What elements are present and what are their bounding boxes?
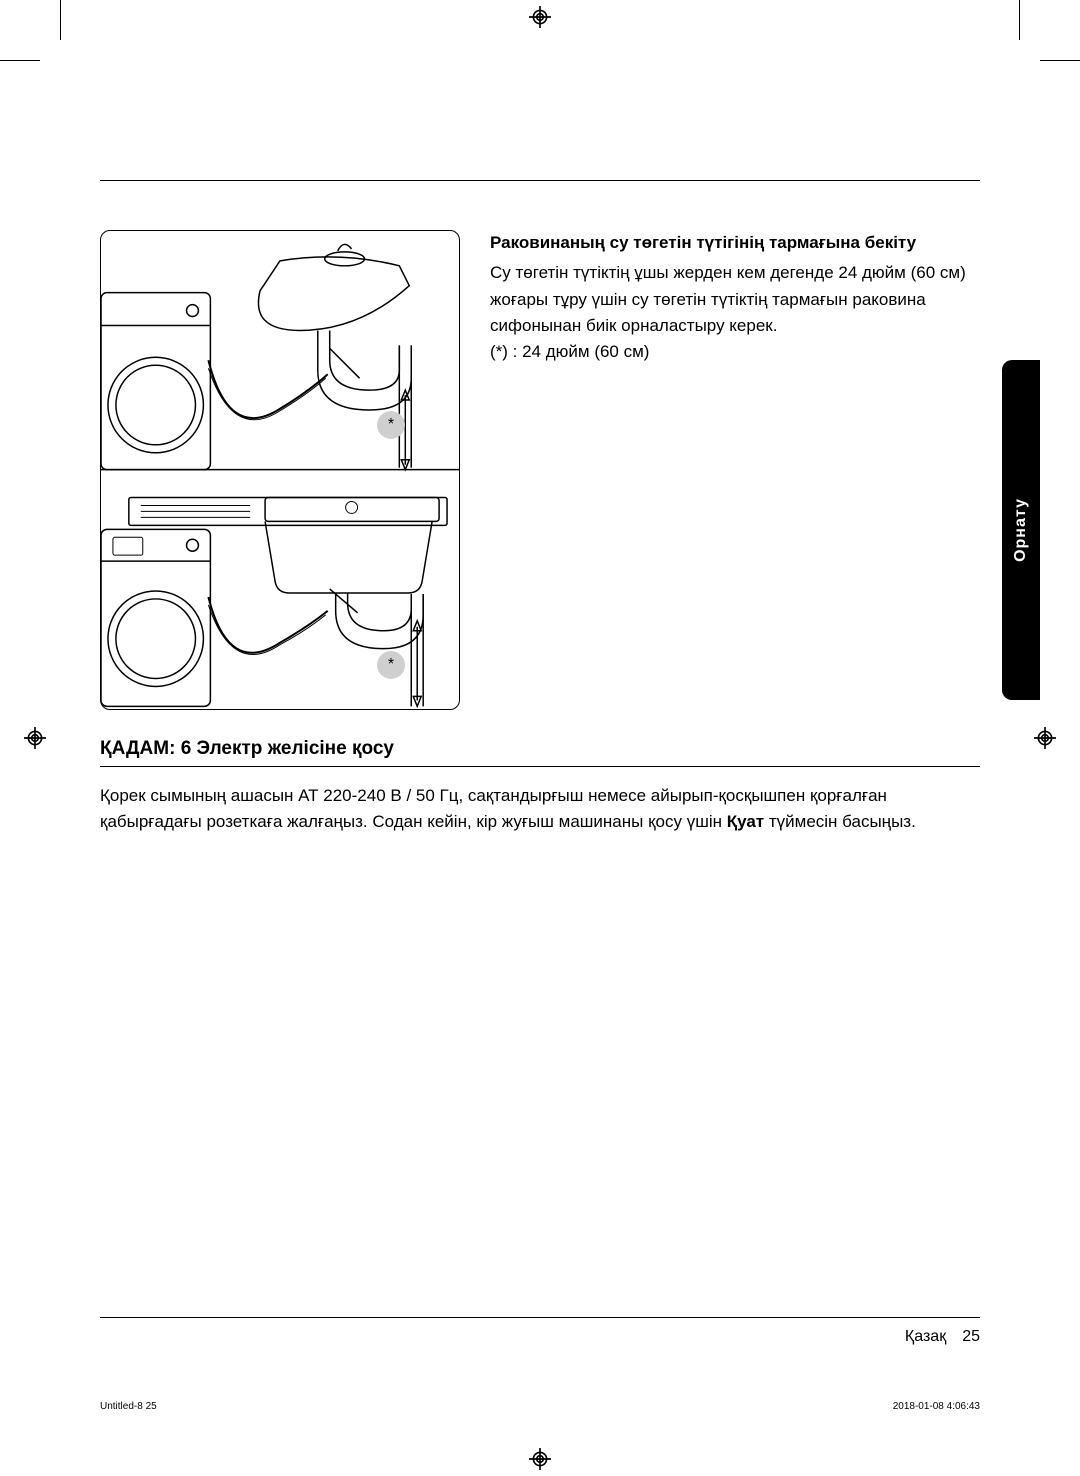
section-tab: Орнату — [1002, 360, 1040, 700]
page-content-area: Орнату — [100, 70, 980, 1376]
drain-diagram-svg — [101, 231, 459, 708]
step6-body-post: түймесін басыңыз. — [764, 812, 916, 831]
header-rule — [100, 180, 980, 181]
step6-body: Қорек сымының ашасын АТ 220-240 В / 50 Г… — [100, 783, 980, 836]
meta-filename: Untitled-8 25 — [100, 1401, 157, 1412]
step6-heading: ҚАДАМ: 6 Электр желісіне қосу — [100, 738, 980, 767]
sink-instruction-text: Раковинаның су төгетін түтігінің тармағы… — [490, 230, 980, 366]
sink-note-text: (*) : 24 дюйм (60 см) — [490, 339, 980, 365]
section-tab-label: Орнату — [1012, 498, 1030, 562]
drain-hose-diagram: * * — [100, 230, 460, 710]
meta-timestamp: 2018-01-08 4:06:43 — [893, 1401, 980, 1412]
footer-language: Қазақ — [905, 1328, 946, 1346]
page-footer: Қазақ 25 — [100, 1317, 980, 1346]
sink-subheading: Раковинаның су төгетін түтігінің тармағы… — [490, 230, 980, 256]
footer-page-number: 25 — [962, 1328, 980, 1346]
print-metadata: Untitled-8 25 2018-01-08 4:06:43 — [100, 1401, 980, 1412]
step6-body-bold: Қуат — [727, 812, 764, 831]
sink-body-text: Су төгетін түтіктің ұшы жерден кем деген… — [490, 260, 980, 339]
star-marker-icon: * — [377, 651, 405, 679]
star-marker-icon: * — [377, 411, 405, 439]
